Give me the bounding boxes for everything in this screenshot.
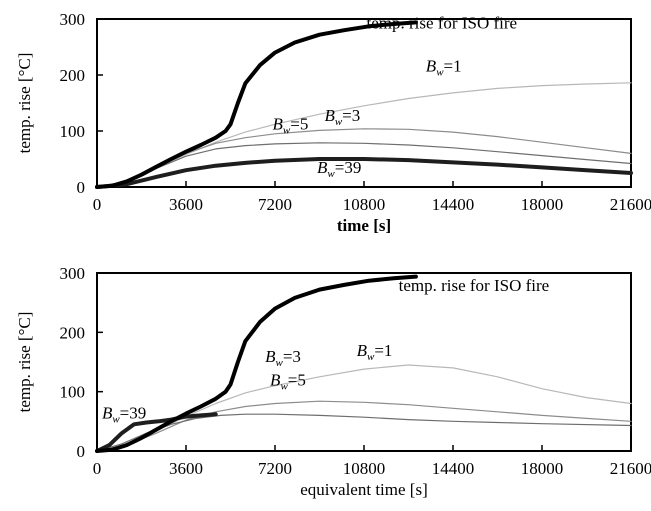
- x-tick-label: 3600: [169, 195, 203, 214]
- annotation-subscript: w: [335, 116, 343, 128]
- x-tick-label: 7200: [258, 195, 292, 214]
- annotation-subscript: w: [436, 67, 444, 79]
- x-tick-label: 0: [93, 195, 102, 214]
- x-tick-label: 21600: [610, 459, 651, 478]
- annotation-value: =1: [444, 57, 462, 76]
- plot-frame: [96, 18, 632, 188]
- annotation-symbol: B: [102, 403, 113, 422]
- annotation-symbol: B: [317, 158, 328, 177]
- annotation-subscript: w: [280, 381, 288, 393]
- x-tick-label: 14400: [432, 195, 475, 214]
- series-annotation: Bw=39: [102, 403, 146, 425]
- x-tick-label: 18000: [521, 195, 564, 214]
- series-annotation: temp. rise for ISO fire: [366, 14, 517, 33]
- series-annotation: Bw=1: [357, 341, 393, 363]
- y-tick-label: 100: [60, 122, 86, 141]
- annotation-value: =39: [335, 158, 362, 177]
- series-line-b-w-3: [96, 400, 632, 452]
- annotation-subscript: w: [276, 357, 284, 369]
- annotation-symbol: B: [357, 341, 368, 360]
- chart-upper: 0 100 200 300 0 3600 7200 10800 14400 18000 21600 t…: [15, 10, 651, 235]
- y-tick-label: 0: [77, 178, 86, 197]
- y-tick-label: 200: [60, 323, 86, 342]
- series-line-b-w-5: [96, 142, 632, 188]
- x-tick-label: 10800: [343, 459, 386, 478]
- annotation-value: =3: [342, 106, 360, 125]
- x-tick-label: 21600: [610, 195, 651, 214]
- series-annotation: Bw=3: [324, 106, 360, 128]
- y-tick-label: 300: [60, 10, 86, 29]
- annotation-subscript: w: [327, 168, 335, 180]
- x-tick-label: 3600: [169, 459, 203, 478]
- x-axis-label: equivalent time [s]: [300, 480, 427, 499]
- annotation-value: =5: [290, 114, 308, 133]
- series-line-temp-rise-for-iso-fire: [95, 274, 418, 453]
- annotation-value: =1: [374, 341, 392, 360]
- series-line-b-w-1: [96, 364, 632, 452]
- y-tick-label: 300: [60, 264, 86, 283]
- annotation-subscript: w: [112, 413, 120, 425]
- annotation-symbol: B: [265, 347, 276, 366]
- annotation-subscript: w: [367, 351, 375, 363]
- annotation-symbol: B: [273, 114, 284, 133]
- series-annotation: Bw=3: [265, 347, 301, 369]
- annotation-subscript: w: [283, 124, 291, 136]
- x-tick-label: 18000: [521, 459, 564, 478]
- annotation-value: =5: [288, 371, 306, 390]
- annotation-symbol: B: [324, 106, 335, 125]
- series-line-b-w-39: [95, 157, 633, 189]
- x-tick-label: 10800: [343, 195, 386, 214]
- series-line-temp-rise-for-iso-fire: [95, 20, 418, 189]
- y-tick-label: 100: [60, 383, 86, 402]
- y-axis-label: temp. rise [°C]: [15, 53, 34, 154]
- series-annotation: Bw=5: [273, 114, 309, 136]
- series-annotation: Bw=39: [317, 158, 361, 180]
- x-tick-label: 0: [93, 459, 102, 478]
- x-axis-label: time [s]: [337, 216, 391, 235]
- series-annotation: Bw=1: [426, 57, 462, 79]
- y-axis-label: temp. rise [°C]: [15, 312, 34, 413]
- x-tick-label: 7200: [258, 459, 292, 478]
- y-tick-label: 200: [60, 66, 86, 85]
- series-line-b-w-39: [95, 412, 218, 453]
- chart-lower: 0 100 200 300 0 3600 7200 10800 14400 18000 21600 e…: [15, 264, 651, 499]
- annotation-value: =3: [283, 347, 301, 366]
- series-annotation: Bw=5: [270, 371, 306, 393]
- annotation-symbol: B: [270, 371, 281, 390]
- series-annotation: temp. rise for ISO fire: [399, 276, 550, 295]
- x-tick-label: 14400: [432, 459, 475, 478]
- y-tick-label: 0: [77, 442, 86, 461]
- annotation-symbol: B: [426, 57, 437, 76]
- annotation-value: =39: [120, 403, 147, 422]
